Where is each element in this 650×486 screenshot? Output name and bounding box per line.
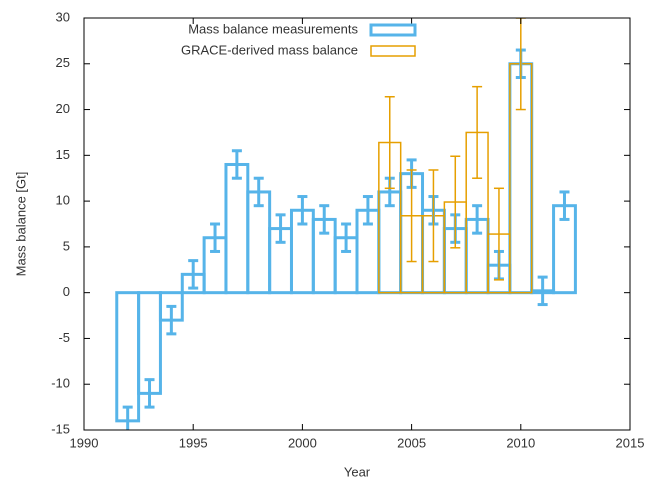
x-tick-label: 2015 — [616, 435, 645, 450]
error-bar — [493, 187, 504, 281]
error-bar — [210, 222, 221, 253]
plot-frame — [83, 17, 631, 431]
error-bar — [450, 155, 461, 249]
y-tick-label: 30 — [56, 9, 70, 24]
error-bar — [231, 149, 242, 180]
error-bar — [122, 405, 133, 430]
x-tick-label: 2005 — [397, 435, 426, 450]
error-bar — [253, 176, 264, 208]
legend-label: GRACE-derived mass balance — [181, 42, 358, 57]
x-axis-label: Year — [344, 464, 371, 479]
error-bar — [384, 95, 395, 190]
error-bar — [559, 190, 570, 221]
y-tick-label: 5 — [63, 238, 70, 253]
y-tick-label: -15 — [51, 421, 70, 436]
y-tick-label: -10 — [51, 376, 70, 391]
legend-swatch — [370, 45, 416, 57]
error-bar — [297, 195, 308, 226]
error-bar — [472, 204, 483, 235]
legend-label: Mass balance measurements — [188, 21, 358, 36]
error-bar — [319, 204, 330, 235]
error-bar — [144, 378, 155, 409]
bar — [115, 291, 141, 423]
y-tick-label: -5 — [58, 330, 70, 345]
y-tick-label: 0 — [63, 284, 70, 299]
error-bar — [406, 169, 417, 263]
error-bar — [472, 85, 483, 179]
error-bar — [166, 304, 177, 336]
x-tick-label: 1990 — [70, 435, 99, 450]
y-tick-label: 20 — [56, 101, 70, 116]
y-tick-label: 10 — [56, 193, 70, 208]
y-tick-label: 25 — [56, 55, 70, 70]
error-bar — [341, 222, 352, 253]
y-tick-label: 15 — [56, 147, 70, 162]
x-tick-label: 2010 — [506, 435, 535, 450]
plot-area — [115, 18, 577, 430]
error-bar — [428, 169, 439, 263]
y-axis-label: Mass balance [Gt] — [13, 172, 28, 277]
error-bar — [275, 213, 286, 244]
bar — [224, 162, 250, 295]
legend-swatch — [369, 23, 417, 37]
error-bar — [188, 259, 199, 290]
x-tick-label: 1995 — [179, 435, 208, 450]
error-bar — [515, 18, 526, 111]
error-bar — [537, 275, 548, 307]
error-bar — [362, 195, 373, 226]
x-tick-label: 2000 — [288, 435, 317, 450]
